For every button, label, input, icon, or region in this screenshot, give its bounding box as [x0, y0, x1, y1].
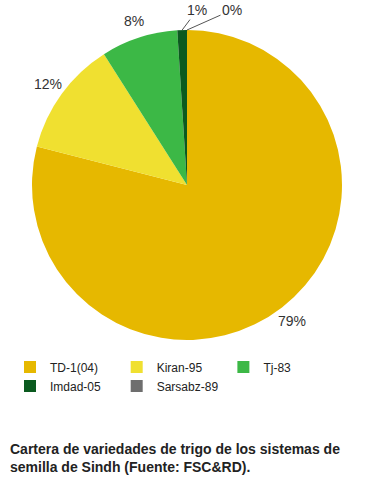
- svg-text:Sarsabz-89: Sarsabz-89: [157, 380, 219, 394]
- svg-text:12%: 12%: [34, 76, 62, 92]
- svg-text:Tj-83: Tj-83: [263, 361, 291, 375]
- svg-text:0%: 0%: [222, 2, 242, 18]
- svg-text:TD-1(04): TD-1(04): [50, 361, 98, 375]
- html-text:Cartera de variedades de trigo: Cartera de variedades de trigo de los si…: [10, 441, 340, 475]
- svg-text:Imdad-05: Imdad-05: [50, 380, 101, 394]
- svg-text:1%: 1%: [187, 2, 207, 18]
- svg-text:Kiran-95: Kiran-95: [157, 361, 203, 375]
- svg-text:8%: 8%: [124, 13, 144, 29]
- svg-text:79%: 79%: [278, 313, 306, 329]
